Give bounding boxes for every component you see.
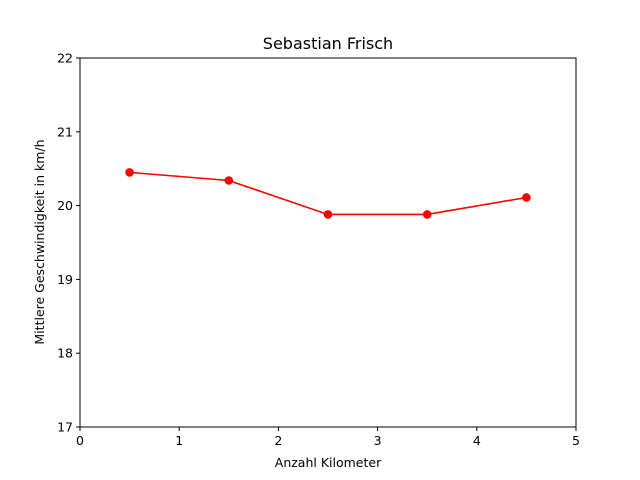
data-point <box>224 176 234 185</box>
x-tick-label: 4 <box>473 433 481 448</box>
x-tick-label: 3 <box>374 433 382 448</box>
data-point <box>522 193 531 202</box>
x-axis-label: Anzahl Kilometer <box>275 455 382 470</box>
x-tick-label: 2 <box>274 433 282 448</box>
plot-frame <box>79 57 577 428</box>
x-tick-label: 0 <box>76 433 84 448</box>
data-point <box>323 210 333 219</box>
x-tick-label: 1 <box>175 433 183 448</box>
y-tick-label: 22 <box>57 51 73 66</box>
y-axis-label: Mittlere Geschwindigkeit in km/h <box>32 139 47 344</box>
y-tick-label: 20 <box>57 198 73 213</box>
y-tick-label: 18 <box>57 346 73 361</box>
data-point <box>125 168 134 177</box>
x-tick-label: 5 <box>572 433 580 448</box>
axis-ticks: 0 1 2 3 4 5 17 18 19 20 21 22 <box>57 51 580 449</box>
series-line <box>129 171 527 216</box>
plot-series <box>125 168 531 219</box>
y-tick-label: 17 <box>57 420 73 435</box>
chart-title: Sebastian Frisch <box>263 34 393 53</box>
y-tick-label: 19 <box>57 272 73 287</box>
data-point <box>422 210 432 219</box>
y-tick-label: 21 <box>57 124 73 139</box>
